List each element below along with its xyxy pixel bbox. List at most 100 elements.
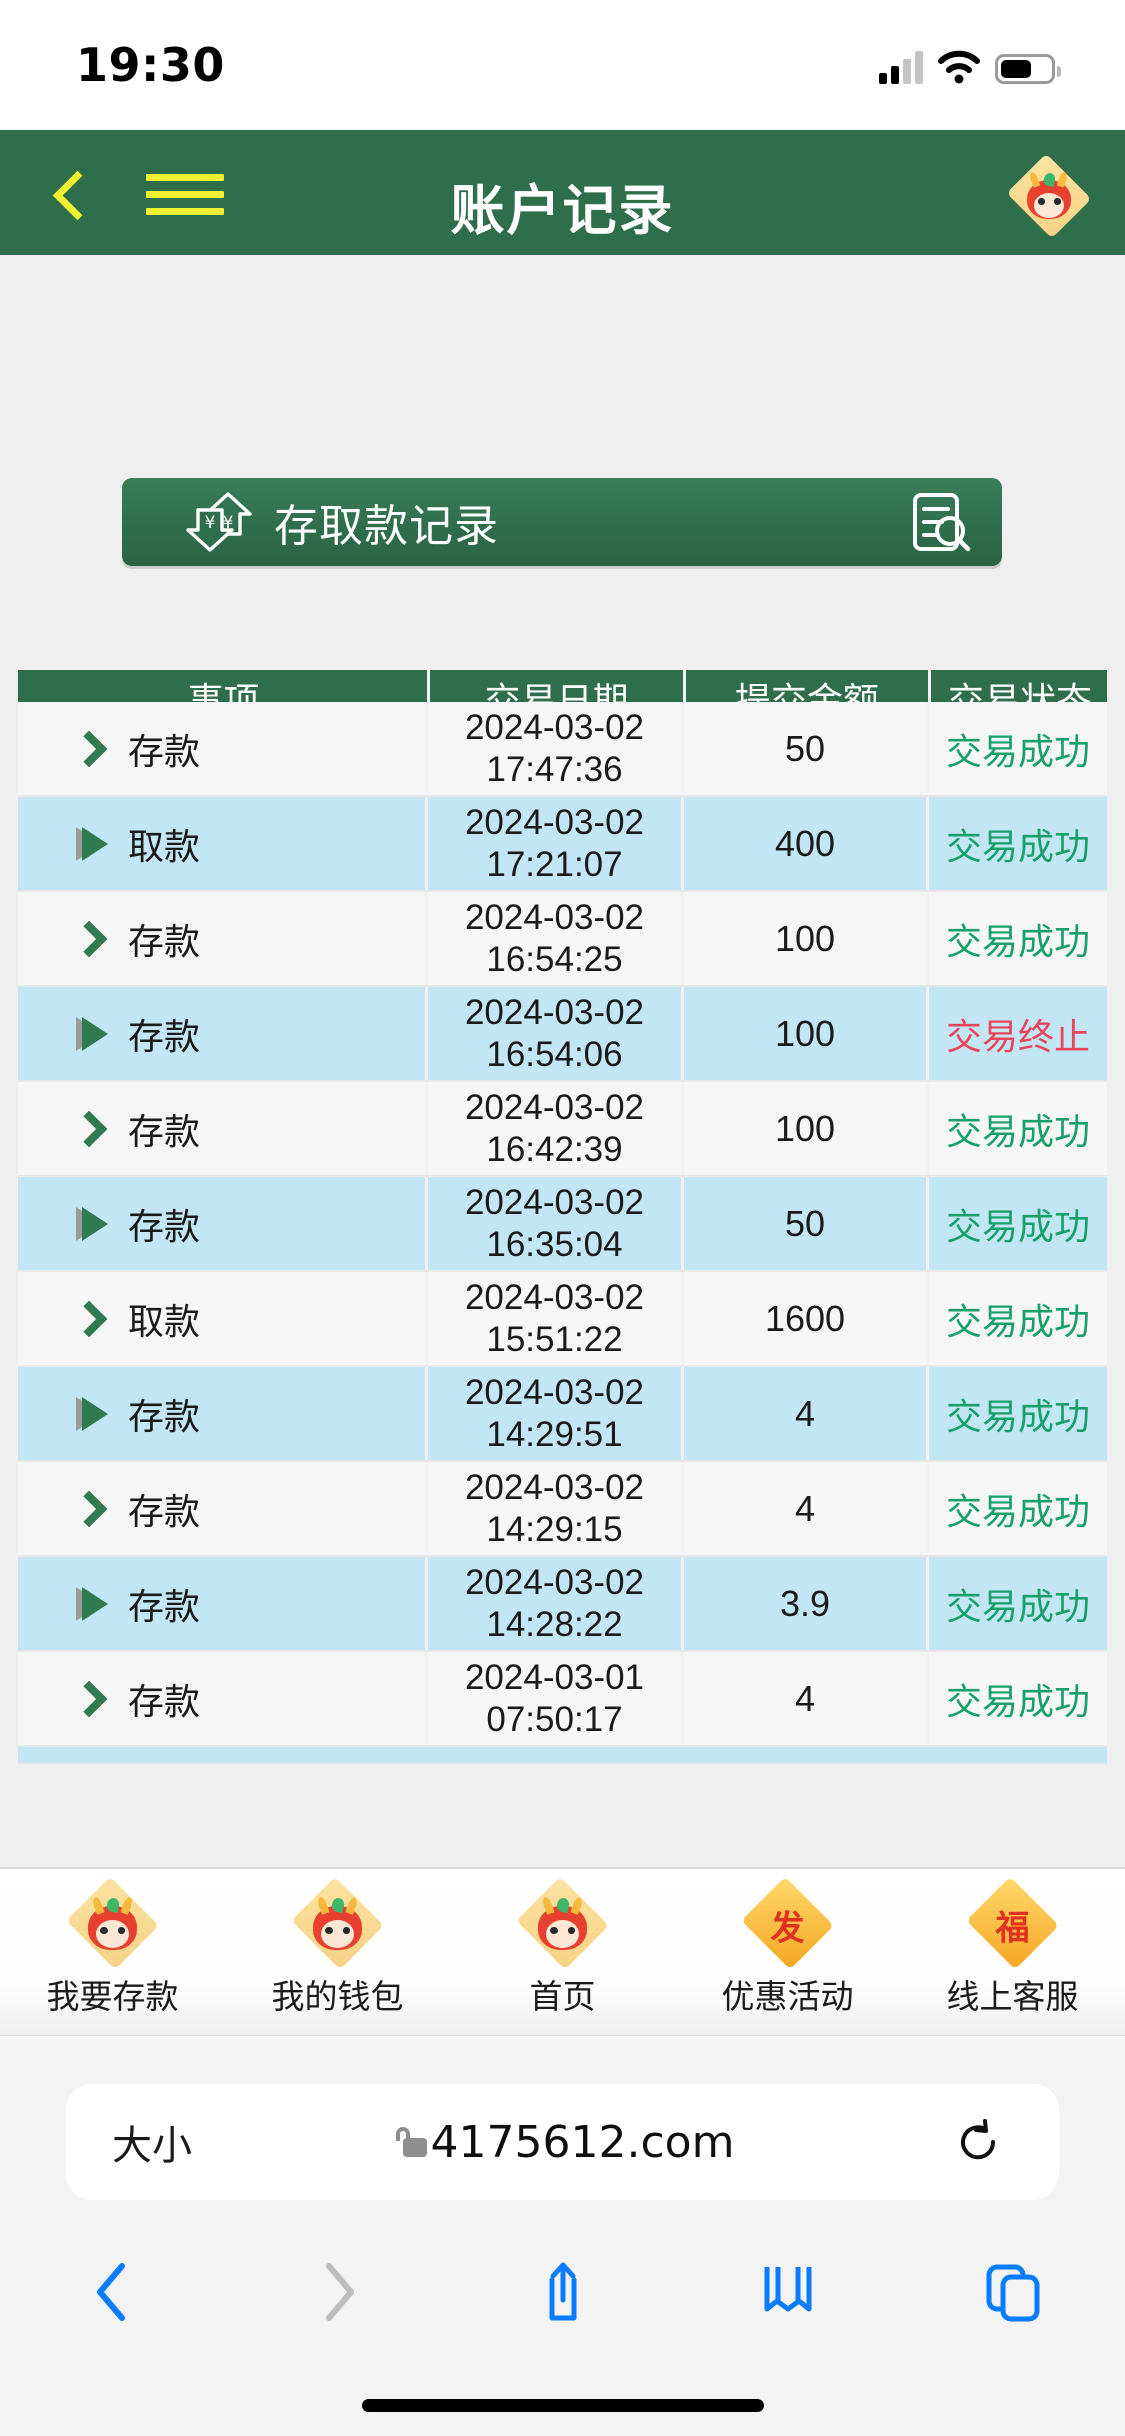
table-body[interactable]: 存款 2024-03-02 17:47:36 50 交易成功 取款 2024-03-02 … (18, 702, 1107, 1792)
triangle-right-icon (76, 826, 108, 861)
reload-icon[interactable] (955, 2119, 1001, 2165)
cell-amount: 50 (684, 702, 929, 795)
cell-item-label: 存款 (128, 1490, 201, 1532)
tabs-icon[interactable] (900, 2232, 1125, 2352)
cell-status: 交易成功 (929, 1082, 1107, 1175)
share-icon[interactable] (450, 2232, 675, 2352)
dragon-home-icon (516, 1877, 609, 1970)
cell-item-label: 存款 (128, 1680, 201, 1722)
chevron-right-icon (70, 730, 108, 767)
cell-status: 交易成功 (929, 1272, 1107, 1365)
cell-item-label: 存款 (128, 920, 201, 962)
cell-date-text: 2024-03-01 07:50:17 (464, 1658, 645, 1739)
table-row[interactable]: 存款 2024-03-02 16:35:04 50 交易成功 (18, 1177, 1107, 1272)
hamburger-menu-icon[interactable] (146, 174, 224, 215)
nav-item-dragon-deposit[interactable]: 我要存款 (0, 1869, 225, 2035)
url-bar[interactable]: 大小 4175612.com (66, 2084, 1059, 2200)
cell-date-text: 2024-03-02 16:54:25 (464, 898, 645, 979)
browser-toolbar (0, 2232, 1125, 2352)
battery-icon (995, 54, 1061, 84)
cell-item-label: 存款 (128, 1205, 201, 1247)
cell-date-text: 2024-03-02 17:47:36 (464, 708, 645, 789)
cell-status: 交易成功 (929, 1652, 1107, 1745)
svg-text:¥: ¥ (223, 513, 234, 533)
cell-item-label: 存款 (128, 730, 201, 772)
cell-date: 2024-03-02 16:35:04 (428, 1177, 684, 1270)
status-badge: 交易成功 (945, 1205, 1090, 1247)
browser-forward-button (225, 2232, 450, 2352)
table-row[interactable]: 存款 2024-03-01 07:50:17 4 交易成功 (18, 1652, 1107, 1747)
cell-date: 2024-03-02 16:42:39 (428, 1082, 684, 1175)
cell-item: 存款 (18, 1367, 428, 1460)
chevron-right-icon (70, 1300, 108, 1337)
wifi-icon (937, 50, 981, 84)
cell-date: 2024-03-02 17:21:07 (428, 797, 684, 890)
cell-amount: 4 (684, 1462, 929, 1555)
dragon-mascot-icon[interactable] (1006, 153, 1092, 239)
cell-status: 交易成功 (929, 1557, 1107, 1650)
lock-icon (391, 2127, 427, 2157)
book-icon[interactable] (675, 2232, 900, 2352)
nav-item-dragon-wallet[interactable]: 我的钱包 (225, 1869, 450, 2035)
cell-amount: 100 (684, 892, 929, 985)
table-row[interactable]: 存款 2024-03-02 16:54:06 100 交易终止 (18, 987, 1107, 1082)
triangle-right-icon (76, 1206, 108, 1241)
table-row[interactable]: 存款 2024-03-02 16:54:25 100 交易成功 (18, 892, 1107, 987)
cellular-signal-icon (879, 50, 923, 84)
transactions-table: 事项 交易日期 提交金额 交易状态 存款 2024-03-02 17:47:36 5… (18, 670, 1107, 1792)
browser-chrome: 大小 4175612.com (0, 2035, 1125, 2436)
deposit-withdraw-record-tab[interactable]: ¥ ¥ 存取款记录 (122, 478, 1002, 566)
page-content: ¥ ¥ 存取款记录 (0, 255, 1125, 1867)
cell-status: 交易成功 (929, 797, 1107, 890)
cell-item: 存款 (18, 1177, 428, 1270)
cell-date: 2024-03-02 16:54:25 (428, 892, 684, 985)
cell-item: 存款 (18, 702, 428, 795)
url-display[interactable]: 4175612.com (66, 2117, 1059, 2168)
cell-date: 2024-03-02 16:54:06 (428, 987, 684, 1080)
cell-date-text: 2024-03-02 16:42:39 (464, 1088, 645, 1169)
page-title: 账户记录 (450, 181, 675, 241)
text-size-button[interactable]: 大小 (112, 2124, 192, 2168)
bottom-navigation: 我要存款我的钱包 首页发优惠活动福线上客服 (0, 1867, 1125, 2035)
table-row[interactable]: 存款 2024-03-02 17:47:36 50 交易成功 (18, 702, 1107, 797)
table-row[interactable]: 存款 2024-03-02 14:28:22 3.9 交易成功 (18, 1557, 1107, 1652)
nav-item-label: 优惠活动 (721, 1978, 854, 2015)
browser-back-button[interactable] (0, 2232, 225, 2352)
cell-date-text: 2024-03-02 14:29:15 (464, 1468, 645, 1549)
status-badge: 交易成功 (945, 825, 1090, 867)
chevron-right-icon (70, 920, 108, 957)
table-row[interactable]: 取款 2024-03-02 17:21:07 400 交易成功 (18, 797, 1107, 892)
status-badge: 交易终止 (945, 1015, 1090, 1057)
cell-item: 取款 (18, 1272, 428, 1365)
cell-item: 取款 (18, 797, 428, 890)
nav-item-dragon-home[interactable]: 首页 (450, 1869, 675, 2035)
table-row[interactable]: 存款 2024-03-02 16:42:39 100 交易成功 (18, 1082, 1107, 1177)
table-bottom-strip (18, 1747, 1107, 1765)
status-badge: 交易成功 (945, 1680, 1090, 1722)
document-search-icon[interactable] (908, 490, 972, 554)
fu-support-icon: 福 (966, 1877, 1059, 1970)
nav-item-label: 我的钱包 (271, 1978, 404, 2015)
cell-amount: 100 (684, 1082, 929, 1175)
nav-item-fu-support[interactable]: 福线上客服 (900, 1869, 1125, 2035)
cell-date: 2024-03-02 14:29:15 (428, 1462, 684, 1555)
cell-item-label: 存款 (128, 1395, 201, 1437)
cell-status: 交易成功 (929, 1367, 1107, 1460)
cell-item-label: 取款 (128, 1300, 201, 1342)
nav-item-label: 线上客服 (946, 1978, 1079, 2015)
table-row[interactable]: 存款 2024-03-02 14:29:51 4 交易成功 (18, 1367, 1107, 1462)
deposit-withdraw-arrows-icon: ¥ ¥ (182, 490, 256, 554)
cell-item: 存款 (18, 892, 428, 985)
cell-date: 2024-03-01 07:50:17 (428, 1652, 684, 1745)
cell-status: 交易成功 (929, 1462, 1107, 1555)
url-text: 4175612.com (430, 2116, 735, 2168)
status-bar: 19:30 (0, 0, 1125, 130)
nav-item-fa-promotion[interactable]: 发优惠活动 (675, 1869, 900, 2035)
status-badge: 交易成功 (945, 1585, 1090, 1627)
table-row[interactable]: 存款 2024-03-02 14:29:15 4 交易成功 (18, 1462, 1107, 1557)
table-row[interactable]: 取款 2024-03-02 15:51:22 1600 交易成功 (18, 1272, 1107, 1367)
cell-date: 2024-03-02 14:28:22 (428, 1557, 684, 1650)
triangle-right-icon (76, 1396, 108, 1431)
cell-status: 交易成功 (929, 702, 1107, 795)
cell-item: 存款 (18, 1462, 428, 1555)
